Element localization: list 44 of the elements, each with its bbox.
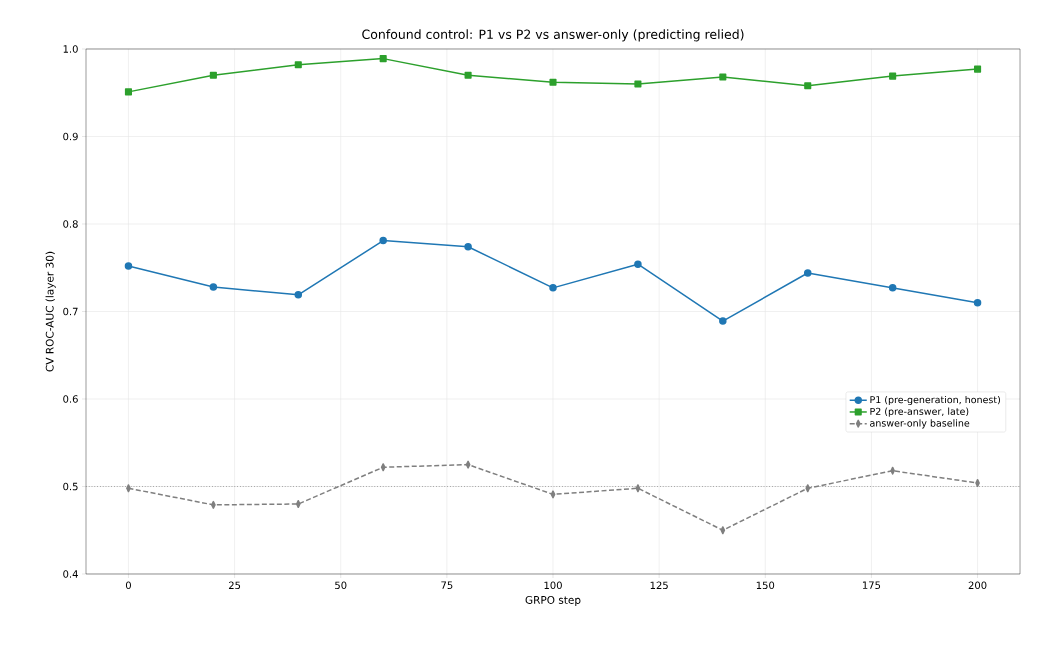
y-tick-label: 0.9 [63, 132, 78, 141]
point [379, 236, 387, 245]
chart-title: Confound control: P1 vs P2 vs answer-only (predicting relied) [362, 29, 744, 42]
point [464, 71, 472, 79]
y-tick-label: 0.4 [63, 570, 78, 578]
y-tick-label: 0.6 [63, 395, 78, 403]
point [634, 80, 642, 88]
x-tick-label: 0 [125, 581, 131, 590]
point [124, 262, 133, 270]
y-tick-label: 0.7 [63, 307, 78, 316]
x-axis-title: GRPO step [525, 595, 581, 606]
point [294, 291, 303, 299]
legend-label: answer-only baseline [870, 419, 970, 429]
point [464, 242, 472, 251]
point [294, 61, 302, 69]
x-tick-label: 150 [756, 581, 775, 590]
y-tick-label: 1.0 [63, 45, 78, 53]
point [634, 260, 642, 268]
point [209, 283, 218, 291]
x-tick-label: 75 [441, 581, 453, 589]
point [719, 317, 727, 325]
point [209, 71, 217, 79]
point [974, 65, 982, 73]
point [804, 82, 812, 90]
x-tick-label: 200 [968, 581, 987, 590]
point [549, 284, 557, 292]
point [549, 78, 557, 86]
x-tick-label: 25 [228, 581, 241, 590]
legend-label: P2 (pre-answer, late) [870, 407, 969, 417]
point [888, 284, 897, 292]
x-tick-label: 50 [335, 581, 347, 590]
y-tick-label: 0.8 [63, 220, 78, 228]
point [379, 55, 387, 63]
legend-label: P1 (pre-generation, honest) [870, 395, 1000, 406]
point [889, 72, 897, 80]
x-tick-label: 125 [650, 581, 668, 590]
point [124, 88, 133, 96]
x-tick-label: 100 [544, 581, 562, 590]
point [719, 73, 727, 81]
point [803, 269, 812, 277]
point [973, 299, 982, 307]
y-axis-title: CV ROC-AUC (layer 30) [45, 251, 56, 372]
y-tick-label: 0.5 [63, 482, 78, 491]
x-tick-label: 175 [862, 581, 881, 589]
